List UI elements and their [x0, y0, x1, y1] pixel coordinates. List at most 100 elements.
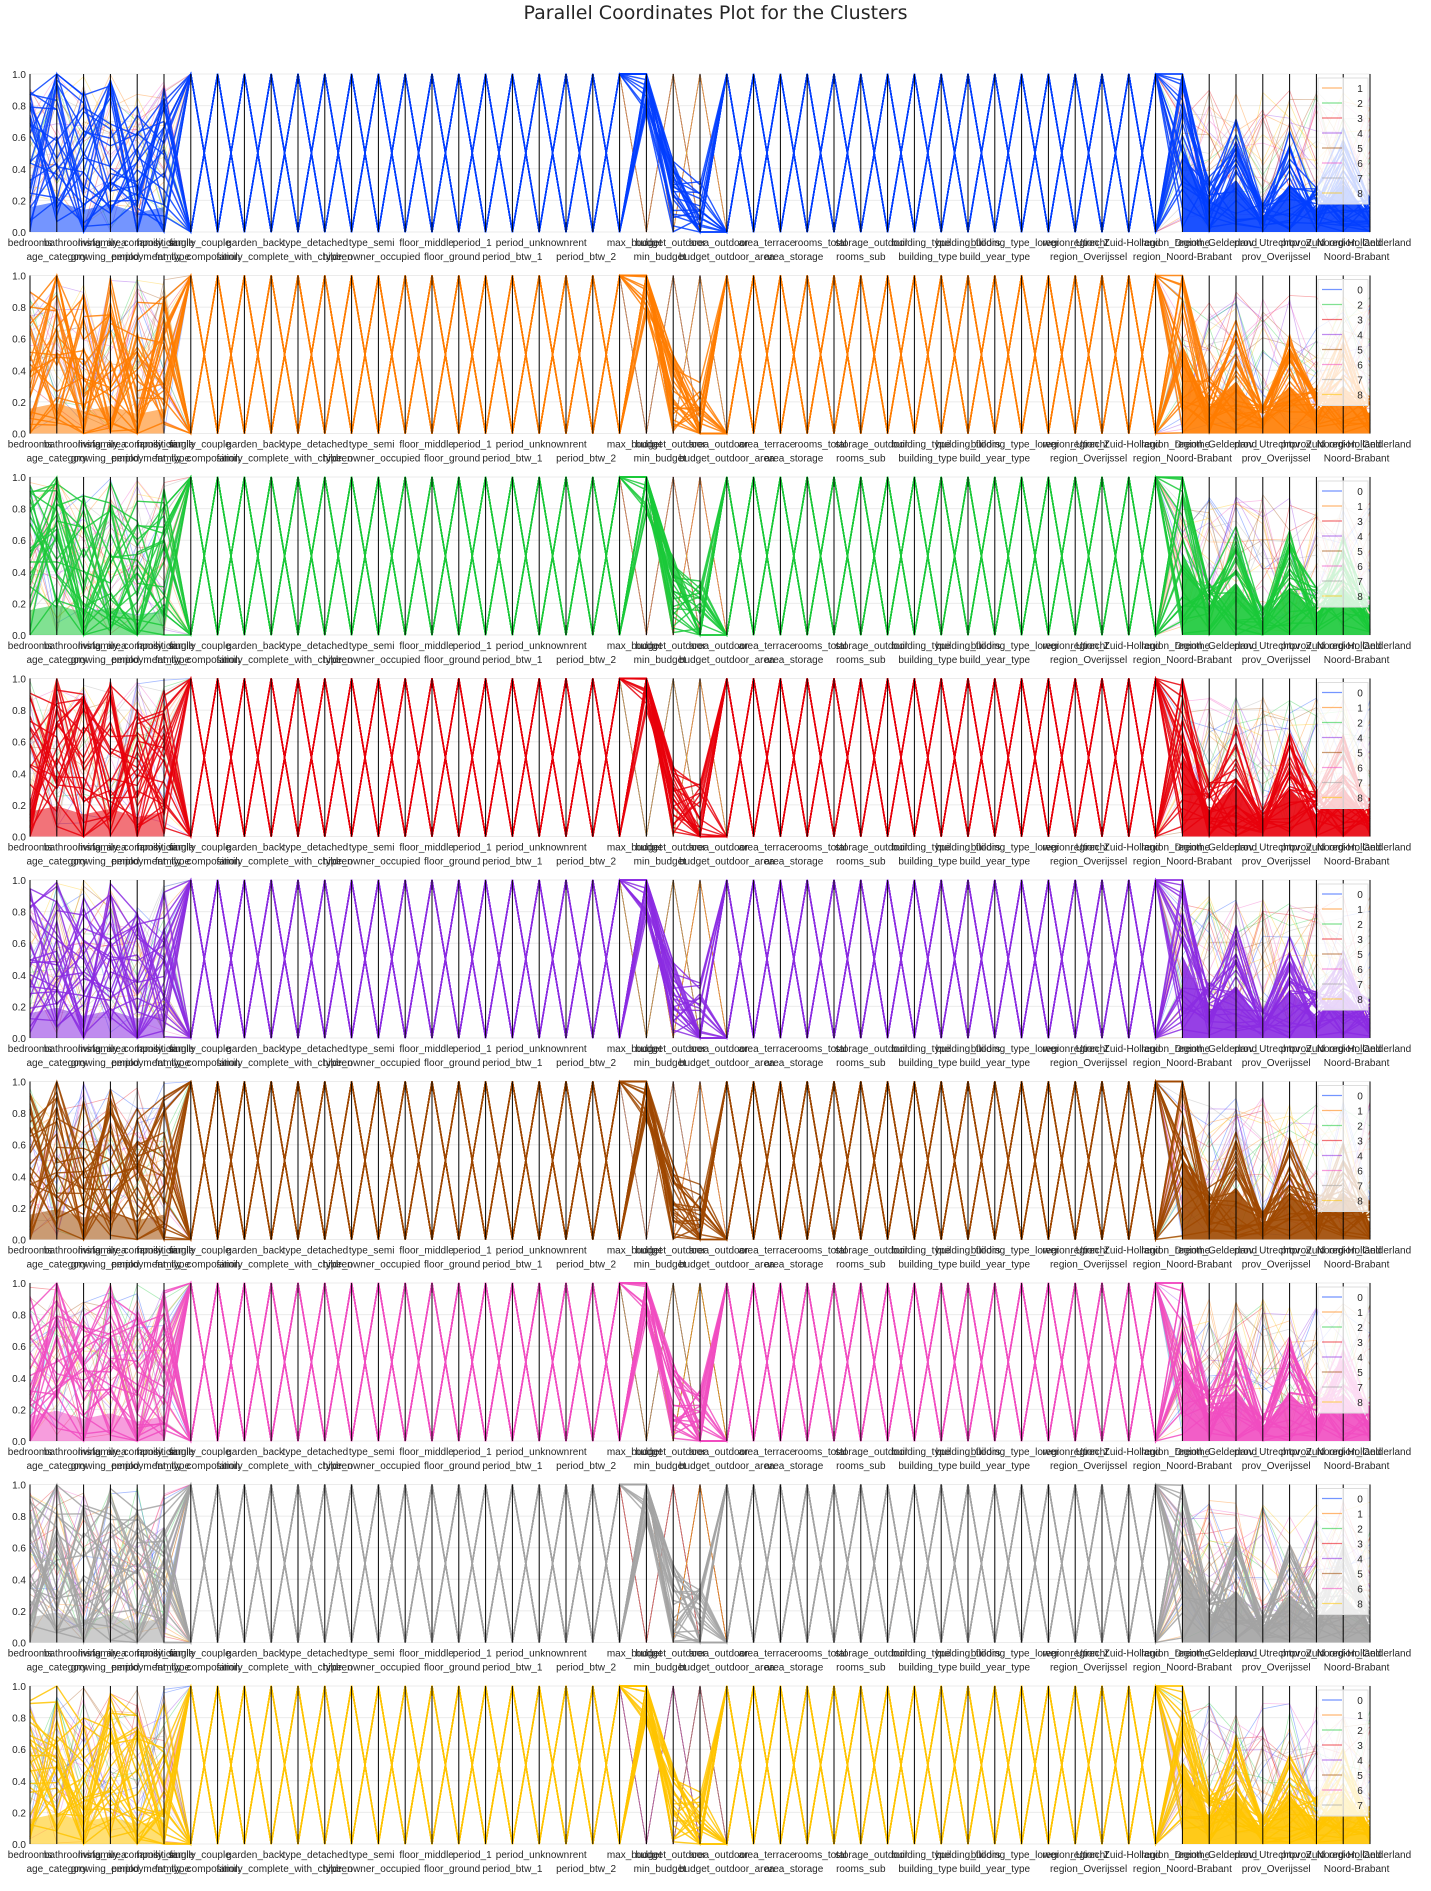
axis-label: prov_Overijssel: [1242, 1864, 1311, 1875]
axis-label: budget_outdoor: [635, 843, 706, 854]
axis-label: rooms_total: [794, 1649, 846, 1660]
axis-label: prov_Overijssel: [1242, 655, 1311, 666]
y-tick-label: 0.8: [12, 1311, 26, 1322]
legend-label: 7: [1357, 980, 1363, 991]
cluster-density-fill: [1182, 1761, 1370, 1844]
axis-label: Noord-Brabant: [1324, 1864, 1390, 1875]
legend-label: 2: [1357, 99, 1363, 110]
axis-label: area_storage: [764, 1058, 823, 1069]
axis-label: family_composition: [155, 252, 240, 263]
axis-label: garden_back: [226, 1649, 285, 1660]
legend-label: 8: [1357, 995, 1363, 1006]
axis-label: floor_ground: [424, 1260, 480, 1271]
axis-label: region_Overijssel: [1050, 252, 1127, 263]
axis-label: building_type: [898, 1663, 957, 1674]
axis-label: type_detached: [283, 440, 349, 451]
axis-label: employment_type: [111, 1663, 190, 1674]
legend: 1 2 3 4 5 6 7 8: [1317, 77, 1369, 205]
axis-label: type_owner_occupied: [323, 655, 420, 666]
axis-label: Noord-Brabant: [1324, 454, 1390, 465]
legend-label: 2: [1357, 719, 1363, 730]
axis-label: period_btw_1: [482, 1058, 542, 1069]
axis-label: type_detached: [283, 843, 349, 854]
axis-label: region_Gelderland: [1329, 1246, 1411, 1257]
axis-label: build_year_type: [959, 1663, 1030, 1674]
axis-label: period_btw_1: [482, 1663, 542, 1674]
axis-label: floor_middle: [399, 1447, 454, 1458]
axis-label: area_outdoor: [689, 641, 749, 652]
axis-label: living_area: [78, 238, 127, 249]
axis-label: floor_ground: [424, 1663, 480, 1674]
axis-label: prov_Overijssel: [1242, 1260, 1311, 1271]
axis-label: period_1: [453, 238, 492, 249]
axis-label: prov_Noord-Holland: [1292, 238, 1382, 249]
axis-label: rooms_sub: [836, 1663, 886, 1674]
legend-label: 7: [1357, 1383, 1363, 1394]
axis-label: period_unknown: [496, 440, 569, 451]
axis-label: max_budget: [607, 1044, 662, 1055]
legend-label: 1: [1357, 1711, 1363, 1722]
legend-label: 0: [1357, 1696, 1363, 1707]
y-tick-label: 1.0: [12, 1279, 26, 1290]
axis-label: employment_type: [111, 655, 190, 666]
cluster-density-fill: [30, 604, 164, 635]
axis-label: region_Noord-Brabant: [1133, 857, 1232, 868]
axis-label: building_type_lower: [971, 641, 1060, 652]
axis-label: family_complete_with_children: [217, 454, 353, 465]
axis-label: family_composition: [92, 238, 177, 249]
axis-label: region_Gelderland: [1175, 843, 1257, 854]
axis-label: family_complete_with_children: [217, 1864, 353, 1875]
axis-label: family_complete_with_children: [217, 655, 353, 666]
axis-label: period_1: [453, 440, 492, 451]
cluster-density-fill: [30, 201, 164, 232]
axis-label: prov_Utrecht: [1234, 641, 1291, 652]
axis-label: type_detached: [283, 1649, 349, 1660]
axis-label: living_area: [78, 1850, 127, 1861]
legend-label: 4: [1357, 331, 1363, 342]
axis-label: Noord-Brabant: [1324, 655, 1390, 666]
axis-label: bathrooms: [44, 440, 91, 451]
axis-label: prov_Zuid: [1281, 1850, 1325, 1861]
legend-box: [1317, 883, 1369, 1011]
axis-label: region_Zuid-Holland: [1070, 843, 1160, 854]
axis-label: max_budget: [607, 238, 662, 249]
legend-label: 5: [1357, 144, 1363, 155]
legend: 0 1 2 3 4 5 6 8: [1317, 1488, 1369, 1615]
y-tick-label: 0.2: [12, 599, 26, 610]
y-tick-label: 0.8: [12, 706, 26, 717]
axis-label: growing_period: [71, 655, 139, 666]
axis-label: region_Noord-Brabant: [1133, 1864, 1232, 1875]
legend-label: 8: [1357, 1600, 1363, 1611]
axis-label: family_single: [136, 1246, 194, 1257]
legend-label: 1: [1357, 1308, 1363, 1319]
axis-label: age_category: [26, 655, 87, 666]
axis-label: family_complete_with_children: [217, 857, 353, 868]
axis-label: Noord-Brabant: [1324, 252, 1390, 263]
axis-label: family_composition: [92, 843, 177, 854]
axis-label: prov_Noord-Holland: [1292, 440, 1382, 451]
legend-box: [1317, 77, 1369, 205]
axis-label: building_type: [898, 1864, 957, 1875]
legend-label: 0: [1357, 1092, 1363, 1103]
axis-label: rooms_sub: [836, 1260, 886, 1271]
legend-label: 0: [1357, 1495, 1363, 1506]
axis-label: age_category: [26, 1260, 87, 1271]
axis-label: floor_middle: [399, 1850, 454, 1861]
axis-label: bedrooms: [8, 1649, 52, 1660]
axis-label: area_outdoor: [689, 843, 749, 854]
axis-label: employment_type: [111, 454, 190, 465]
y-tick-label: 0.2: [12, 1002, 26, 1013]
axis-label: bathrooms: [44, 1447, 91, 1458]
axis-label: storage_outdoor: [835, 843, 909, 854]
axis-label: type_semi: [349, 238, 395, 249]
axis-label: rent: [569, 238, 586, 249]
axis-label: rent: [569, 440, 586, 451]
axis-label: family_couple: [170, 238, 232, 249]
axis-label: type_semi: [349, 1246, 395, 1257]
axis-label: region_Zuid-Holland: [1070, 238, 1160, 249]
legend-label: 0: [1357, 487, 1363, 498]
y-tick-label: 0.0: [12, 228, 26, 239]
axis-label: living_area: [78, 641, 127, 652]
cluster-density-fill: [30, 1410, 164, 1441]
